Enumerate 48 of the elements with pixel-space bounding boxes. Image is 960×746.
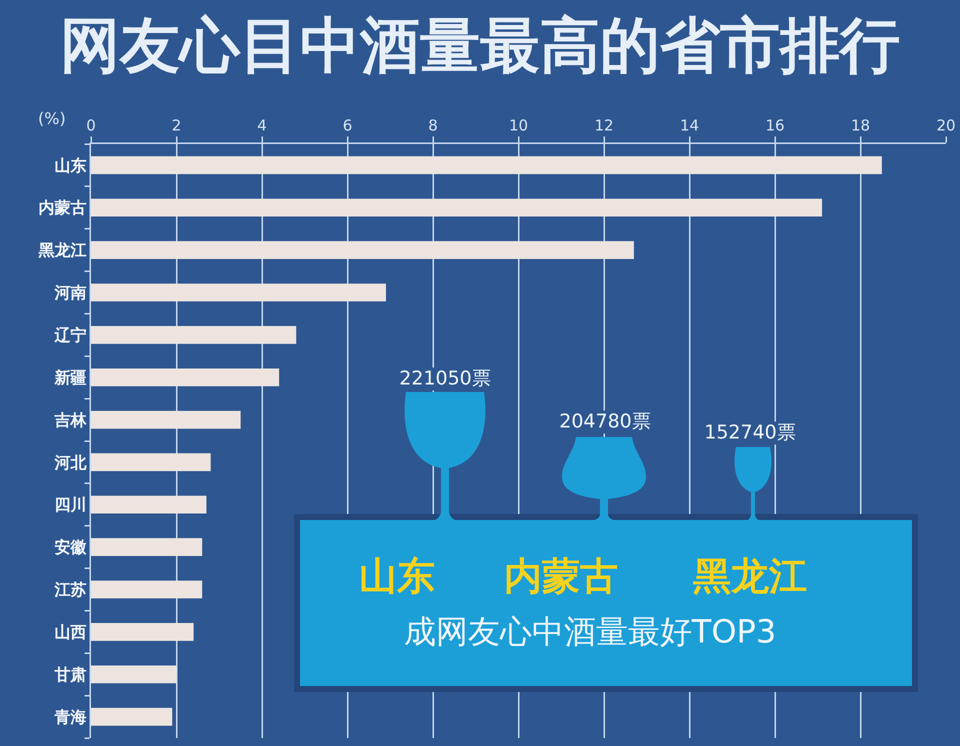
y-tick-label: 江苏	[53, 580, 86, 600]
bar	[91, 538, 202, 556]
x-tick-label: 18	[850, 116, 870, 134]
bar	[91, 326, 296, 344]
annotation: 成网友心中酒量最好TOP3	[404, 612, 776, 650]
y-tick-label: 山东	[54, 156, 86, 175]
bar	[91, 708, 172, 726]
annotation: 204780票	[555, 410, 655, 434]
y-tick-label: 河南	[53, 283, 86, 302]
bar	[91, 453, 211, 472]
y-tick-label: 四川	[54, 495, 86, 514]
bar	[91, 496, 206, 514]
x-tick-label: 20	[936, 116, 956, 134]
x-tick-label: 6	[342, 116, 352, 134]
y-tick-label: 辽宁	[53, 326, 86, 345]
bar	[91, 665, 176, 684]
y-tick-label: 内蒙古	[38, 198, 86, 218]
bar	[91, 241, 634, 259]
x-tick-label: 10	[508, 116, 528, 134]
x-tick-label: 2	[172, 116, 182, 134]
bar	[91, 410, 241, 429]
x-tick-label: 16	[765, 116, 785, 134]
bar	[91, 284, 386, 302]
x-tick-label: 12	[594, 116, 614, 134]
y-tick-label: 安徽	[54, 538, 88, 557]
bar	[91, 198, 822, 217]
x-tick-label: 14	[680, 116, 700, 134]
y-tick-label: 河北	[53, 452, 88, 472]
annotation: 内蒙古	[504, 554, 618, 598]
x-tick-label: 0	[86, 116, 96, 134]
y-tick-label: 吉林	[53, 410, 88, 430]
y-tick-label: 新疆	[53, 368, 86, 387]
annotation: 黑龙江	[693, 554, 807, 598]
y-tick-label: 山西	[54, 622, 86, 642]
x-tick-label: 8	[428, 116, 438, 134]
annotation: 221050票	[395, 368, 495, 390]
chart-title: 网友心目中酒量最高的省市排行	[60, 11, 900, 81]
y-tick-label: 甘肃	[53, 664, 86, 684]
x-tick-label: 4	[257, 116, 267, 134]
bar	[91, 368, 280, 386]
annotation: 山东	[359, 554, 435, 598]
bar	[91, 156, 882, 174]
x-axis-title: (%)	[38, 109, 66, 128]
bar	[91, 580, 202, 598]
y-tick-label: 黑龙江	[37, 240, 86, 260]
annotation: 152740票	[700, 422, 800, 444]
y-tick-label: 青海	[53, 707, 86, 726]
bar	[91, 623, 194, 641]
